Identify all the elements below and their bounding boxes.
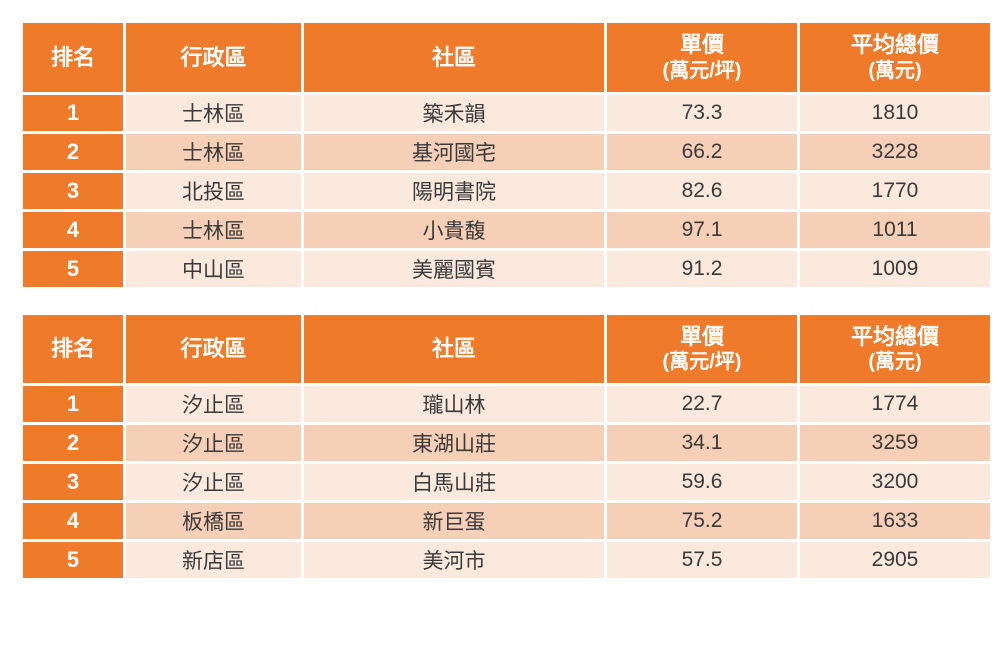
cell-community: 東湖山莊 xyxy=(304,425,604,461)
cell-unit_price: 34.1 xyxy=(607,425,797,461)
table-row: 2士林區基河國宅66.23228 xyxy=(23,134,990,170)
table-header-cell: 行政區 xyxy=(126,315,301,384)
cell-community: 築禾韻 xyxy=(304,95,604,131)
cell-avg_total: 1770 xyxy=(800,173,990,209)
cell-rank: 1 xyxy=(23,386,123,422)
cell-unit_price: 66.2 xyxy=(607,134,797,170)
table-header-cell: 社區 xyxy=(304,23,604,92)
table-row: 4板橋區新巨蛋75.21633 xyxy=(23,503,990,539)
cell-rank: 2 xyxy=(23,134,123,170)
table-row: 5新店區美河市57.52905 xyxy=(23,542,990,578)
cell-avg_total: 2905 xyxy=(800,542,990,578)
cell-avg_total: 3259 xyxy=(800,425,990,461)
cell-rank: 4 xyxy=(23,503,123,539)
cell-community: 白馬山莊 xyxy=(304,464,604,500)
cell-avg_total: 3228 xyxy=(800,134,990,170)
table-row: 5中山區美麗國賓91.21009 xyxy=(23,251,990,287)
cell-unit_price: 73.3 xyxy=(607,95,797,131)
cell-district: 汐止區 xyxy=(126,386,301,422)
cell-unit_price: 91.2 xyxy=(607,251,797,287)
cell-unit_price: 59.6 xyxy=(607,464,797,500)
table-row: 1士林區築禾韻73.31810 xyxy=(23,95,990,131)
cell-rank: 4 xyxy=(23,212,123,248)
table-row: 2汐止區東湖山莊34.13259 xyxy=(23,425,990,461)
cell-avg_total: 1774 xyxy=(800,386,990,422)
cell-community: 基河國宅 xyxy=(304,134,604,170)
cell-unit_price: 97.1 xyxy=(607,212,797,248)
table-header-row: 排名行政區社區單價(萬元/坪)平均總價(萬元) xyxy=(23,315,990,384)
cell-district: 北投區 xyxy=(126,173,301,209)
cell-district: 士林區 xyxy=(126,134,301,170)
header-label: 社區 xyxy=(432,336,476,361)
cell-rank: 3 xyxy=(23,173,123,209)
header-label: 單價 xyxy=(680,32,724,57)
table-row: 4士林區小貴馥97.11011 xyxy=(23,212,990,248)
cell-district: 士林區 xyxy=(126,95,301,131)
table-header-cell: 社區 xyxy=(304,315,604,384)
cell-district: 新店區 xyxy=(126,542,301,578)
cell-rank: 2 xyxy=(23,425,123,461)
cell-unit_price: 75.2 xyxy=(607,503,797,539)
cell-district: 中山區 xyxy=(126,251,301,287)
table-header-row: 排名行政區社區單價(萬元/坪)平均總價(萬元) xyxy=(23,23,990,92)
ranking-table: 排名行政區社區單價(萬元/坪)平均總價(萬元)1汐止區瓏山林22.717742汐… xyxy=(20,312,993,582)
cell-community: 陽明書院 xyxy=(304,173,604,209)
ranking-table: 排名行政區社區單價(萬元/坪)平均總價(萬元)1士林區築禾韻73.318102士… xyxy=(20,20,993,290)
cell-community: 美麗國賓 xyxy=(304,251,604,287)
cell-rank: 5 xyxy=(23,251,123,287)
header-label: 行政區 xyxy=(180,45,246,70)
cell-district: 汐止區 xyxy=(126,425,301,461)
cell-avg_total: 1009 xyxy=(800,251,990,287)
cell-avg_total: 1633 xyxy=(800,503,990,539)
table-header-cell: 行政區 xyxy=(126,23,301,92)
header-sublabel: (萬元/坪) xyxy=(611,59,793,84)
table-row: 3北投區陽明書院82.61770 xyxy=(23,173,990,209)
cell-community: 小貴馥 xyxy=(304,212,604,248)
cell-avg_total: 1011 xyxy=(800,212,990,248)
cell-avg_total: 3200 xyxy=(800,464,990,500)
cell-unit_price: 82.6 xyxy=(607,173,797,209)
cell-community: 瓏山林 xyxy=(304,386,604,422)
cell-rank: 3 xyxy=(23,464,123,500)
header-sublabel: (萬元/坪) xyxy=(611,350,793,375)
cell-rank: 5 xyxy=(23,542,123,578)
header-label: 排名 xyxy=(51,45,95,70)
table-header-cell: 平均總價(萬元) xyxy=(800,23,990,92)
cell-unit_price: 57.5 xyxy=(607,542,797,578)
table-header-cell: 排名 xyxy=(23,315,123,384)
table-header-cell: 平均總價(萬元) xyxy=(800,315,990,384)
table-row: 3汐止區白馬山莊59.63200 xyxy=(23,464,990,500)
header-sublabel: (萬元) xyxy=(804,350,986,375)
header-sublabel: (萬元) xyxy=(804,59,986,84)
header-label: 排名 xyxy=(51,336,95,361)
tables-container: 排名行政區社區單價(萬元/坪)平均總價(萬元)1士林區築禾韻73.318102士… xyxy=(20,20,980,581)
header-label: 行政區 xyxy=(180,336,246,361)
cell-district: 汐止區 xyxy=(126,464,301,500)
table-header-cell: 排名 xyxy=(23,23,123,92)
header-label: 平均總價 xyxy=(851,32,939,57)
header-label: 平均總價 xyxy=(851,324,939,349)
table-header-cell: 單價(萬元/坪) xyxy=(607,315,797,384)
table-header-cell: 單價(萬元/坪) xyxy=(607,23,797,92)
cell-unit_price: 22.7 xyxy=(607,386,797,422)
cell-community: 新巨蛋 xyxy=(304,503,604,539)
cell-rank: 1 xyxy=(23,95,123,131)
header-label: 單價 xyxy=(680,324,724,349)
header-label: 社區 xyxy=(432,45,476,70)
cell-district: 板橋區 xyxy=(126,503,301,539)
cell-district: 士林區 xyxy=(126,212,301,248)
cell-community: 美河市 xyxy=(304,542,604,578)
table-row: 1汐止區瓏山林22.71774 xyxy=(23,386,990,422)
cell-avg_total: 1810 xyxy=(800,95,990,131)
